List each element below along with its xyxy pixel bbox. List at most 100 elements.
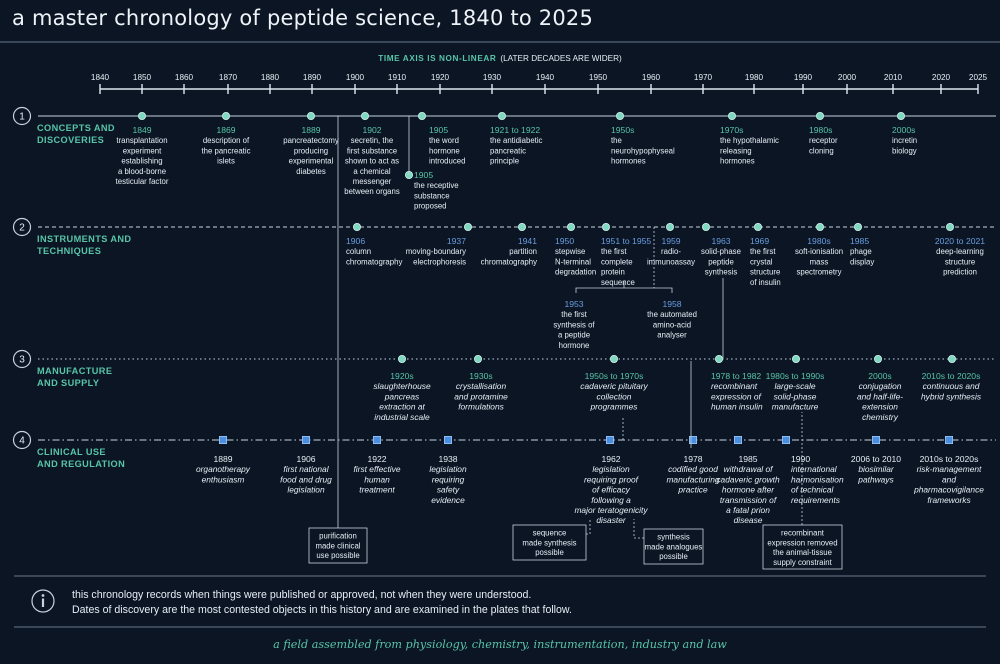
event-text: conjugation	[859, 381, 902, 391]
event-text: synthesis	[705, 268, 738, 277]
event-marker	[606, 435, 615, 444]
axis-tick-label: 1880	[261, 73, 280, 82]
event-text: collection	[597, 391, 632, 401]
event-text: treatment	[359, 485, 395, 495]
event-text: food and drug	[280, 474, 332, 484]
event-marker	[948, 354, 957, 363]
event-text: substance	[414, 191, 450, 200]
event-text: slaughterhouse	[373, 381, 431, 391]
event-text: enthusiasm	[202, 474, 245, 484]
event: 2010s to 2020srisk-managementandpharmaco…	[913, 435, 984, 505]
event-text: first effective	[353, 464, 400, 474]
event-marker	[610, 354, 619, 363]
event-marker	[360, 112, 369, 121]
event-text: sequence	[601, 278, 635, 287]
event-text: continuous and	[923, 381, 980, 391]
axis-tick-label: 1990	[794, 73, 813, 82]
event-text: organotherapy	[196, 464, 251, 474]
event-text: amino-acid	[653, 320, 691, 329]
note-box	[512, 524, 587, 561]
event-marker	[306, 112, 315, 121]
event-text: secretin, the	[351, 136, 393, 145]
event-date: 2010s to 2020s	[922, 371, 981, 381]
event-text: receptor	[809, 136, 838, 145]
event-text: pancreatectomy	[283, 136, 339, 145]
event-date: 2020 to 2021	[935, 236, 985, 246]
event-text: human insulin	[711, 402, 763, 412]
axis-tick-label: 1860	[175, 73, 194, 82]
lane-title: MANUFACTURE	[37, 366, 112, 376]
event-date: 1980s	[809, 125, 832, 135]
event-date: 1906	[296, 454, 315, 464]
event-date: 1951 to 1955	[601, 236, 651, 246]
event-text: the	[611, 136, 622, 145]
event-text: and	[942, 474, 956, 484]
note-text: made analogues	[645, 542, 703, 551]
event-text: principle	[490, 157, 519, 166]
footer-caption: a field assembled from physiology, chemi…	[273, 638, 727, 651]
event-date: 1962	[601, 454, 620, 464]
event-text: deep-learning	[936, 247, 984, 256]
event-marker	[352, 222, 361, 231]
event-text: degradation	[555, 268, 596, 277]
lane-number-badge	[12, 430, 32, 450]
event-marker	[463, 222, 472, 231]
event-text: extension	[862, 402, 898, 412]
event-text: establishing	[121, 157, 162, 166]
event-date: 2000s	[868, 371, 891, 381]
note-text: possible	[659, 552, 688, 561]
event-text: solid-phase	[701, 247, 741, 256]
event-text: the receptive	[414, 181, 459, 190]
event-marker	[518, 222, 527, 231]
axis-tick-label: 2025	[969, 73, 988, 82]
event-text: legislation	[592, 464, 630, 474]
info-circle-stem	[41, 598, 45, 607]
event-text: crystallisation	[456, 381, 507, 391]
axis-tick-label: 1840	[91, 73, 110, 82]
event-text: messenger	[353, 177, 392, 186]
event-text: manufacturing	[666, 474, 719, 484]
event-date: 2010s to 2020s	[920, 454, 979, 464]
axis-caption: TIME AXIS IS NON-LINEAR (LATER DECADES AR…	[378, 54, 622, 63]
event-text: formulations	[458, 402, 504, 412]
event-marker	[854, 222, 863, 231]
lane-4: 4 CLINICAL USE AND REGULATION	[12, 430, 996, 469]
event-text: peptide	[708, 257, 734, 266]
event-marker	[945, 435, 954, 444]
event-text: between organs	[344, 187, 400, 196]
event-text: neurohypophyseal	[611, 146, 675, 155]
event-marker	[715, 354, 724, 363]
event-text: recombinant	[711, 381, 758, 391]
event-marker	[874, 354, 883, 363]
note-text: synthesis	[657, 533, 690, 542]
event-text: pharmacovigilance	[913, 485, 984, 495]
event-text: requiring	[432, 474, 465, 484]
event-text: risk-management	[917, 464, 982, 474]
lane-number-badge	[12, 349, 32, 369]
event-date: 1953	[564, 299, 583, 309]
event-date: 1963	[711, 236, 730, 246]
event-date: 2006 to 2010	[851, 454, 901, 464]
event-date: 2000s	[892, 125, 915, 135]
note-text: possible	[535, 548, 564, 557]
event-text: shown to act as	[345, 157, 399, 166]
event-date: 1921 to 1922	[490, 125, 540, 135]
event-text: diabetes	[296, 167, 326, 176]
note-text: made clinical	[315, 541, 360, 550]
